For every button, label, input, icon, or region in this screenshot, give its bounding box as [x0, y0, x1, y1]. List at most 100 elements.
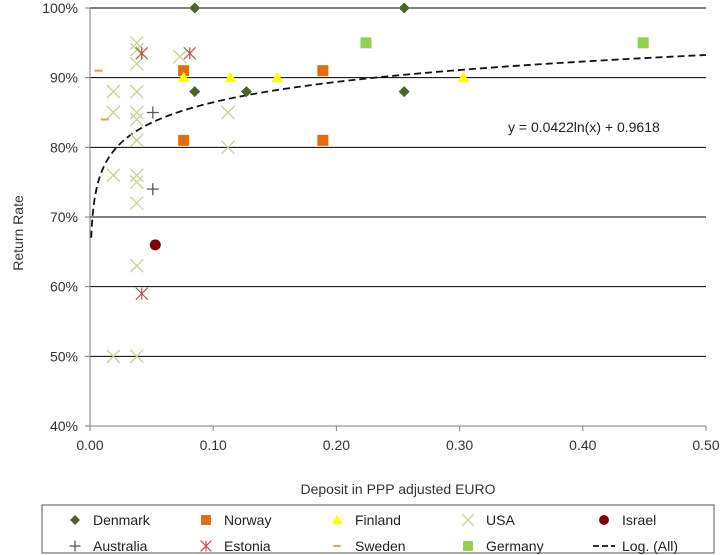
series-estonia — [135, 46, 197, 301]
trendline-equation: y = 0.0422ln(x) + 0.9618 — [508, 119, 660, 135]
data-point-usa — [129, 258, 144, 273]
y-tick-label: 60% — [50, 279, 78, 295]
legend-marker-estonia — [200, 540, 212, 552]
data-point-estonia — [135, 287, 149, 301]
legend-item-norway: Norway — [201, 512, 271, 528]
data-point-norway — [178, 65, 190, 77]
y-axis-title: Return Rate — [10, 195, 26, 271]
series-finland — [177, 71, 470, 83]
legend-marker-norway — [201, 515, 211, 525]
legend-item-israel: Israel — [599, 512, 656, 528]
data-point-finland — [177, 71, 190, 83]
data-point-usa — [129, 196, 144, 211]
series-denmark — [189, 2, 410, 98]
data-point-norway — [178, 134, 190, 146]
data-point-denmark — [398, 86, 410, 98]
data-point-usa — [172, 49, 187, 64]
data-point-usa — [129, 168, 144, 183]
y-tick-label: 50% — [50, 348, 78, 364]
legend-item-sweden: Sweden — [333, 538, 406, 554]
data-point-estonia — [183, 46, 197, 60]
legend-item-denmark: Denmark — [70, 512, 151, 528]
x-tick-label: 0.10 — [200, 437, 227, 453]
x-tick-label: 0.40 — [569, 437, 596, 453]
data-point-usa — [220, 140, 235, 155]
legend: Denmark Norway Finland USA Israel Australia Es… — [41, 504, 715, 554]
data-point-australia — [146, 183, 159, 196]
legend-marker-denmark — [70, 515, 80, 525]
legend-item-estonia: Estonia — [200, 538, 271, 554]
x-tick-label: 0.20 — [323, 437, 350, 453]
data-point-usa — [106, 84, 121, 99]
data-point-usa — [129, 349, 144, 364]
legend-item-australia: Australia — [69, 538, 148, 554]
legend-item-usa: USA — [461, 512, 515, 528]
data-point-usa — [106, 168, 121, 183]
data-point-usa — [220, 105, 235, 120]
legend-label: Estonia — [224, 538, 271, 554]
series-germany — [360, 37, 649, 49]
legend-label: Australia — [93, 538, 148, 554]
legend-marker-israel — [599, 515, 609, 525]
legend-label: Denmark — [93, 512, 151, 528]
y-tick-label: 90% — [50, 70, 78, 86]
data-point-usa — [129, 35, 144, 50]
y-tick-label: 80% — [50, 139, 78, 155]
series-israel — [149, 239, 161, 251]
data-point-usa — [129, 175, 144, 190]
data-point-usa — [129, 84, 144, 99]
y-tick-label: 100% — [42, 0, 78, 16]
legend-item-finland: Finland — [331, 512, 401, 528]
data-point-usa — [106, 105, 121, 120]
x-tick-labels: 0.00 0.10 0.20 0.30 0.40 0.50 — [76, 437, 719, 453]
data-point-finland — [271, 71, 284, 83]
x-tick-label: 0.50 — [692, 437, 719, 453]
data-point-israel — [149, 239, 161, 251]
legend-label: Norway — [224, 512, 271, 528]
data-point-usa — [106, 349, 121, 364]
data-point-usa — [129, 133, 144, 148]
data-point-usa — [129, 56, 144, 71]
trendline — [90, 54, 707, 238]
y-tick-labels: 40% 50% 60% 70% 80% 90% 100% — [42, 0, 78, 434]
y-tick-label: 40% — [50, 418, 78, 434]
legend-marker-germany — [463, 541, 473, 551]
data-point-denmark — [189, 2, 201, 14]
data-point-australia — [146, 106, 159, 119]
data-point-denmark — [189, 86, 201, 98]
series-usa — [106, 35, 235, 364]
legend-label: Sweden — [355, 538, 406, 554]
log-trendline — [90, 54, 707, 238]
series-australia — [146, 106, 159, 196]
x-axis-title: Deposit in PPP adjusted EURO — [300, 481, 495, 497]
data-point-denmark — [240, 86, 252, 98]
axes — [85, 7, 707, 431]
legend-label: USA — [486, 512, 515, 528]
y-tick-label: 70% — [50, 209, 78, 225]
legend-label: Israel — [622, 512, 656, 528]
legend-marker-finland — [331, 514, 343, 525]
data-point-norway — [317, 65, 329, 77]
legend-box — [41, 504, 715, 554]
x-tick-label: 0.00 — [76, 437, 103, 453]
data-point-germany — [637, 37, 649, 49]
legend-label: Germany — [486, 538, 544, 554]
data-point-usa — [129, 105, 144, 120]
data-point-finland — [457, 71, 470, 83]
legend-item-germany: Germany — [463, 538, 544, 554]
legend-label: Finland — [355, 512, 401, 528]
data-point-estonia — [135, 46, 149, 60]
legend-item-log-all: Log. (All) — [593, 538, 678, 554]
series-sweden — [94, 69, 109, 121]
x-tick-label: 0.30 — [446, 437, 473, 453]
data-point-denmark — [398, 2, 410, 14]
data-point-germany — [360, 37, 372, 49]
data-point-finland — [224, 71, 237, 83]
data-points — [94, 2, 649, 364]
data-point-usa — [129, 112, 144, 127]
legend-marker-australia — [69, 540, 81, 552]
data-point-norway — [317, 134, 329, 146]
legend-label: Log. (All) — [622, 538, 678, 554]
legend-marker-usa — [461, 513, 475, 527]
